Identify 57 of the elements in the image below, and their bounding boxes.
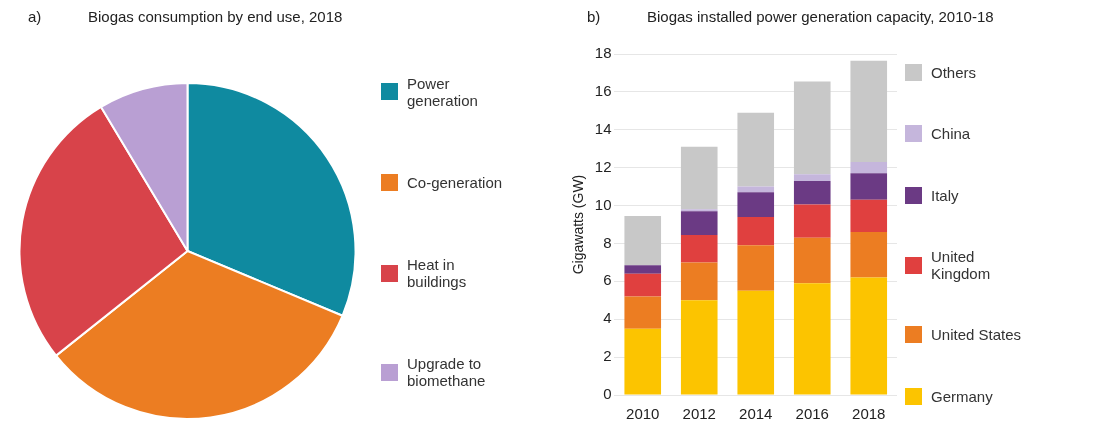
chart-title: Biogas installed power generation capacity, 2010-18 — [646, 8, 994, 25]
bar — [624, 215, 662, 266]
y-tick-label: 14 — [594, 119, 612, 137]
chart-title: Biogas consumption by end use, 2018 — [88, 8, 343, 25]
text: a) — [28, 8, 43, 25]
bar — [850, 232, 888, 278]
x-tick-label: 2012 — [682, 405, 716, 423]
bar — [680, 262, 718, 301]
bar — [793, 174, 831, 181]
bar — [793, 204, 831, 238]
bar — [680, 300, 718, 395]
bar — [680, 146, 718, 210]
bar — [737, 112, 775, 187]
bar — [850, 161, 888, 174]
x-tick-label: 2016 — [795, 405, 829, 423]
legend-label: Upgrade to biomethane — [407, 355, 487, 390]
bar — [624, 296, 662, 329]
y-tick-label: 6 — [603, 271, 612, 289]
y-tick-label: 0 — [603, 385, 612, 403]
y-tick-label: 4 — [603, 309, 612, 327]
bar — [737, 290, 775, 395]
legend-label: United States — [930, 326, 1022, 344]
y-tick-label: 2 — [603, 347, 612, 365]
bar — [624, 328, 662, 395]
y-tick-label: 12 — [594, 157, 612, 175]
bar — [850, 173, 888, 200]
y-tick-label: 16 — [594, 82, 612, 100]
bar — [850, 199, 888, 233]
bar — [737, 216, 775, 246]
x-tick-label: 2018 — [852, 405, 886, 423]
bar — [680, 234, 718, 263]
y-tick-label: 18 — [594, 44, 612, 62]
x-tick-label: 2010 — [626, 405, 660, 423]
bar — [737, 245, 775, 291]
bar — [793, 283, 831, 395]
legend-label: Heat in buildings — [407, 256, 468, 291]
legend-label: United Kingdom — [930, 248, 992, 283]
x-tick-label: 2014 — [739, 405, 773, 423]
y-axis-title: Gigawatts (GW) — [570, 174, 587, 275]
legend-label: Germany — [930, 387, 993, 405]
legend-label: Co-generation — [407, 173, 503, 191]
y-tick-label: 10 — [594, 195, 612, 213]
bar — [850, 277, 888, 395]
bar — [624, 265, 662, 274]
legend-label: China — [930, 125, 971, 143]
y-tick-label: 8 — [603, 233, 612, 251]
bar — [624, 273, 662, 297]
legend-label: Others — [930, 64, 976, 82]
legend-label: Power generation — [407, 74, 479, 109]
bar — [793, 237, 831, 284]
bar — [850, 60, 888, 162]
legend-label: Italy — [930, 186, 959, 204]
bar — [680, 211, 718, 235]
bar — [793, 180, 831, 205]
text: b) — [586, 8, 602, 25]
bar — [737, 192, 775, 217]
bar — [793, 81, 831, 175]
